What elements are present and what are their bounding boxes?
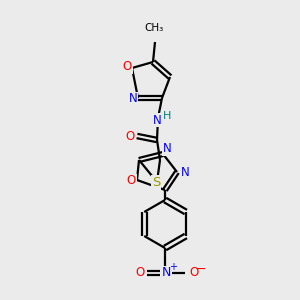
Text: O: O: [126, 175, 136, 188]
Text: O: O: [189, 266, 199, 280]
Text: O: O: [122, 61, 132, 74]
Text: N: N: [181, 166, 189, 178]
Text: H: H: [163, 111, 171, 121]
Text: N: N: [153, 113, 161, 127]
Text: +: +: [169, 262, 177, 272]
Text: N: N: [163, 142, 171, 155]
Text: O: O: [125, 130, 135, 142]
Text: N: N: [129, 92, 137, 106]
Text: N: N: [161, 266, 171, 280]
Text: −: −: [196, 262, 206, 275]
Text: CH₃: CH₃: [144, 23, 164, 33]
Text: S: S: [152, 176, 160, 190]
Text: O: O: [135, 266, 145, 280]
